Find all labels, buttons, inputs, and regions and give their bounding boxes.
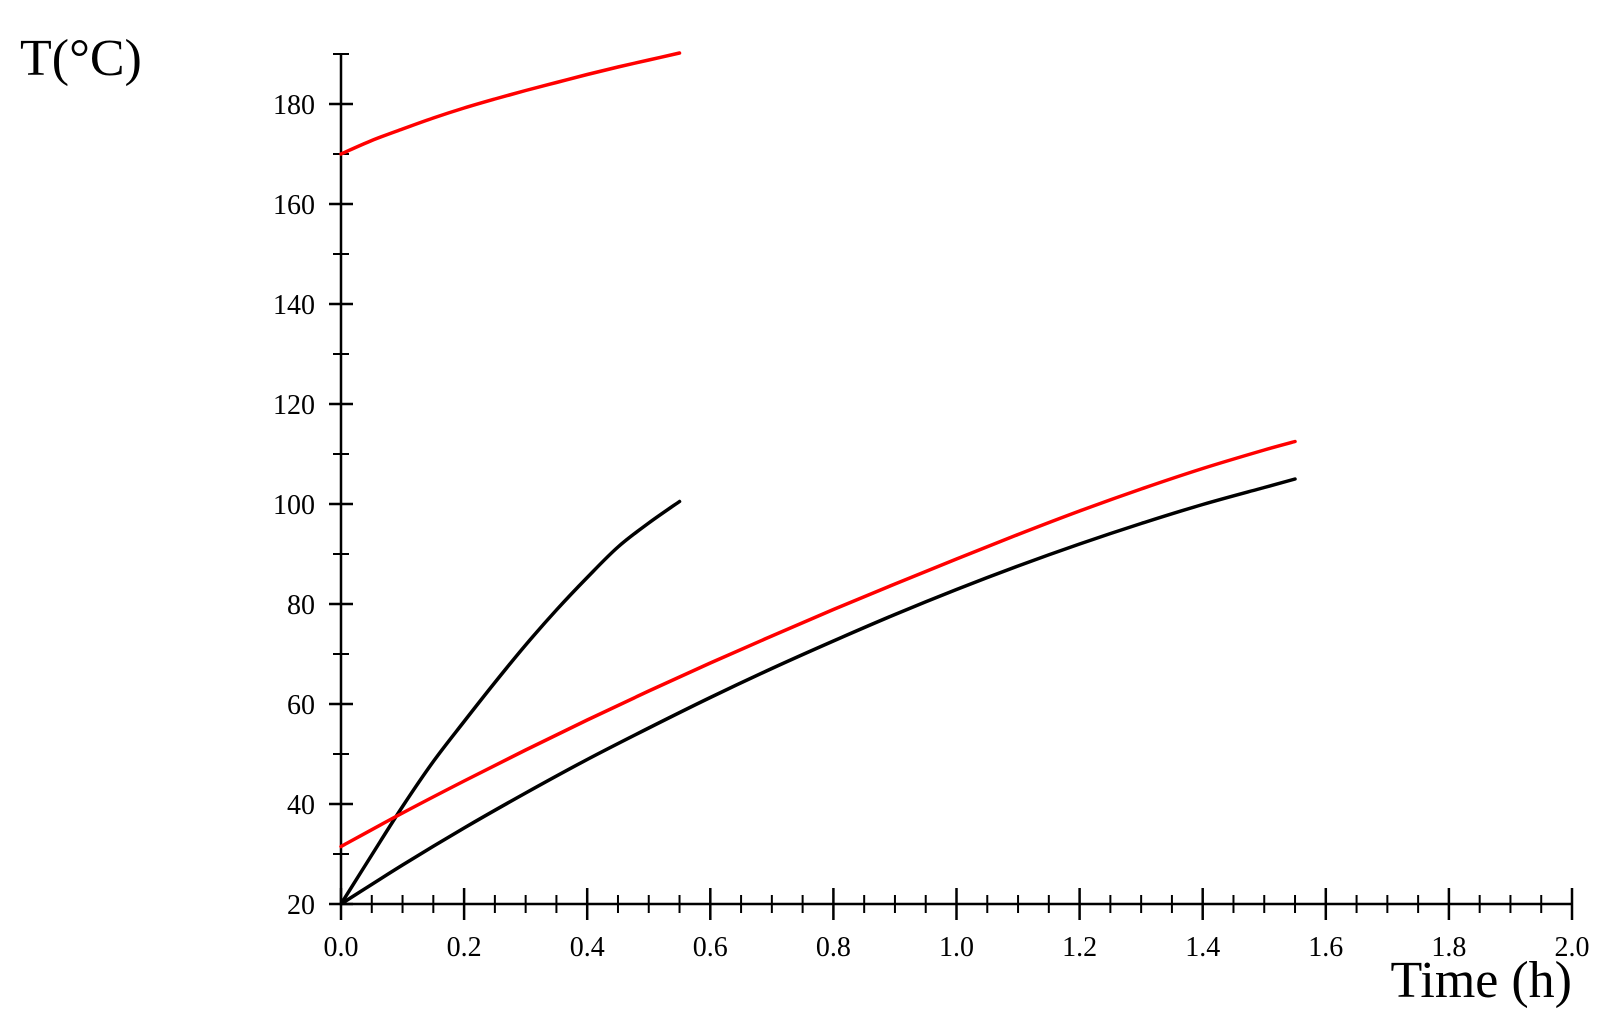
x-tick-label: 1.0 bbox=[939, 932, 974, 963]
series-line-2 bbox=[339, 499, 682, 906]
x-axis: 0.0 0.2 0.4 0.6 0.8 1.0 1.2 1.4 1.6 1.8 2.0 bbox=[324, 888, 1590, 963]
y-axis-title: T(°C) bbox=[20, 30, 142, 87]
y-tick-label: 140 bbox=[273, 290, 315, 321]
series-line-4 bbox=[339, 477, 1297, 906]
x-tick-label: 1.4 bbox=[1185, 932, 1220, 963]
y-tick-label: 40 bbox=[287, 790, 315, 821]
y-tick-label: 20 bbox=[287, 890, 315, 921]
x-tick-label: 0.4 bbox=[570, 932, 605, 963]
x-tick-label: 1.8 bbox=[1431, 932, 1466, 963]
y-axis: 20 40 60 80 100 120 140 160 180 bbox=[273, 53, 353, 921]
series-layer bbox=[339, 51, 1297, 906]
series-line-3 bbox=[339, 439, 1297, 849]
y-tick-label: 180 bbox=[273, 90, 315, 121]
y-tick-label: 80 bbox=[287, 590, 315, 621]
x-tick-label: 1.6 bbox=[1308, 932, 1343, 963]
series-line-1 bbox=[339, 51, 682, 156]
x-axis-title: Time (h) bbox=[1390, 952, 1572, 1009]
y-tick-label: 60 bbox=[287, 690, 315, 721]
x-tick-label: 0.6 bbox=[693, 932, 728, 963]
x-tick-label: 0.2 bbox=[447, 932, 482, 963]
x-tick-label: 2.0 bbox=[1555, 932, 1590, 963]
x-tick-label: 1.2 bbox=[1062, 932, 1097, 963]
y-tick-label: 160 bbox=[273, 190, 315, 221]
y-tick-label: 100 bbox=[273, 490, 315, 521]
x-tick-label: 0.0 bbox=[324, 932, 359, 963]
x-tick-label: 0.8 bbox=[816, 932, 851, 963]
y-tick-label: 120 bbox=[273, 390, 315, 421]
